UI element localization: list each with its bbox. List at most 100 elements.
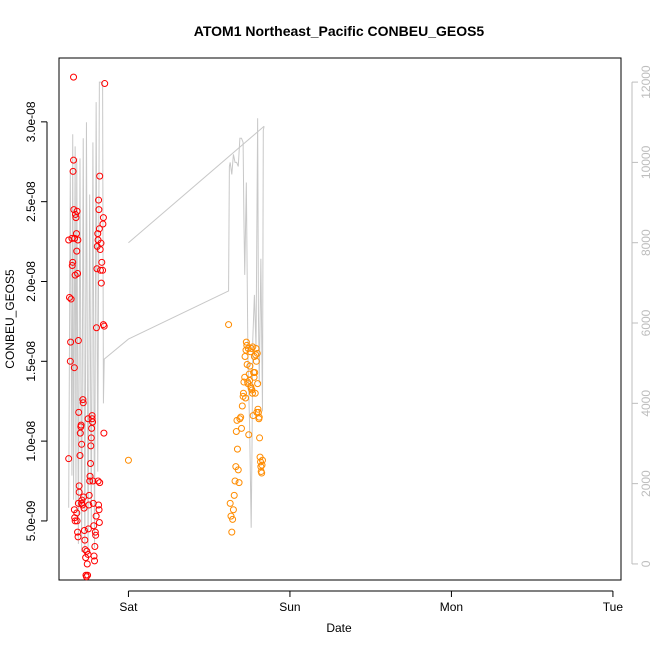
y-tick-label: 2.5e-08 xyxy=(24,181,38,222)
data-point-red xyxy=(77,421,85,429)
data-point-red xyxy=(72,214,80,222)
data-point-red xyxy=(88,415,96,423)
data-point-red xyxy=(81,536,89,544)
data-point-red xyxy=(83,560,91,568)
data-point-red xyxy=(83,547,91,555)
data-point-orange xyxy=(242,394,250,402)
data-point-orange xyxy=(254,380,262,388)
x-tick-label: Tue xyxy=(603,600,624,614)
data-point-red xyxy=(67,295,75,303)
data-point-red xyxy=(74,270,82,278)
data-point-red xyxy=(72,230,80,238)
altitude-segment xyxy=(128,125,265,244)
data-point-red xyxy=(69,258,77,266)
data-point-red xyxy=(97,279,105,287)
x-tick-label: Sat xyxy=(119,600,138,614)
data-point-red xyxy=(80,527,88,535)
data-point-orange xyxy=(257,458,265,466)
data-point-red xyxy=(89,477,97,485)
data-point-red xyxy=(95,501,103,509)
data-point-orange xyxy=(254,405,262,413)
data-point-red xyxy=(87,434,95,442)
data-point-red xyxy=(94,477,102,485)
data-point-red xyxy=(66,357,74,365)
data-point-red xyxy=(85,491,93,499)
data-point-red xyxy=(99,214,107,222)
y-tick-label: 1.0e-08 xyxy=(24,420,38,461)
data-point-orange xyxy=(237,413,245,421)
data-point-red xyxy=(73,517,81,525)
data-point-orange xyxy=(242,338,250,346)
data-point-orange xyxy=(248,345,256,353)
data-point-orange xyxy=(245,431,253,439)
data-point-red xyxy=(87,442,95,450)
data-point-red xyxy=(86,477,94,485)
data-point-red xyxy=(92,512,100,520)
data-point-orange xyxy=(237,424,245,432)
data-point-red xyxy=(69,167,77,175)
data-point-red xyxy=(73,207,81,215)
data-point-red xyxy=(67,338,75,346)
data-point-orange xyxy=(231,477,239,485)
data-point-orange xyxy=(250,373,258,381)
x-axis-label: Date xyxy=(326,621,352,635)
data-point-orange xyxy=(241,353,249,361)
right-tick-label: 0 xyxy=(639,560,650,567)
data-point-orange xyxy=(232,428,240,436)
data-point-red xyxy=(65,293,73,301)
data-point-red xyxy=(80,504,88,512)
data-point-red xyxy=(101,80,109,88)
data-point-orange xyxy=(258,469,266,477)
data-point-red xyxy=(89,418,97,426)
data-point-orange xyxy=(256,434,264,442)
altitude-line xyxy=(68,81,265,556)
data-point-orange xyxy=(230,491,238,499)
data-point-orange xyxy=(248,389,256,397)
data-point-red xyxy=(97,239,105,247)
data-point-orange xyxy=(228,528,236,536)
data-point-red xyxy=(90,552,98,560)
data-point-red xyxy=(68,262,76,270)
data-point-red xyxy=(71,234,79,242)
data-point-red xyxy=(86,459,94,467)
data-point-red xyxy=(95,196,103,204)
data-point-orange xyxy=(255,413,263,421)
data-point-red xyxy=(92,324,100,332)
data-point-red xyxy=(97,266,105,274)
data-point-red xyxy=(95,225,103,233)
data-point-orange xyxy=(253,349,261,357)
data-point-red xyxy=(91,542,99,550)
data-point-orange xyxy=(252,357,260,365)
data-point-red xyxy=(95,506,103,514)
data-point-red xyxy=(99,266,107,274)
data-point-orange xyxy=(258,461,266,469)
data-point-red xyxy=(74,528,82,536)
y-tick-label: 2.0e-08 xyxy=(24,261,38,302)
data-point-red xyxy=(79,396,87,404)
data-point-orange xyxy=(246,362,254,370)
data-point-red xyxy=(78,440,86,448)
data-point-red xyxy=(70,206,78,214)
data-point-red xyxy=(73,509,81,517)
data-point-orange xyxy=(246,376,254,384)
y-tick-label: 1.5e-08 xyxy=(24,341,38,382)
data-point-orange xyxy=(124,456,132,464)
data-point-red xyxy=(98,258,106,266)
data-point-red xyxy=(70,364,78,372)
data-point-red xyxy=(74,337,82,345)
right-tick-label: 4000 xyxy=(639,390,650,417)
data-point-red xyxy=(91,557,99,565)
data-point-red xyxy=(92,531,100,539)
data-point-red xyxy=(95,519,103,527)
y-tick-label: 3.0e-08 xyxy=(24,101,38,142)
data-point-orange xyxy=(238,402,246,410)
right-tick-label: 12000 xyxy=(639,65,650,99)
data-point-orange xyxy=(251,389,259,397)
data-point-red xyxy=(79,399,87,407)
data-point-red xyxy=(73,247,81,255)
right-tick-label: 6000 xyxy=(639,309,650,336)
data-point-red xyxy=(90,522,98,530)
chart-title: ATOM1 Northeast_Pacific CONBEU_GEOS5 xyxy=(194,23,485,39)
y-tick-label: 5.0e-09 xyxy=(24,500,38,541)
data-point-red xyxy=(88,424,96,432)
